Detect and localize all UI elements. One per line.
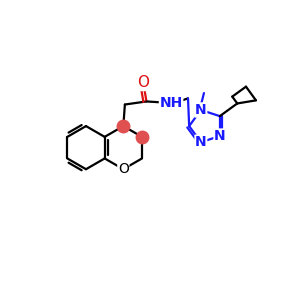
Text: NH: NH (159, 96, 183, 110)
Text: N: N (195, 135, 207, 149)
Text: O: O (137, 76, 149, 91)
Text: N: N (195, 103, 207, 117)
Text: O: O (118, 162, 129, 176)
Text: N: N (214, 129, 226, 143)
